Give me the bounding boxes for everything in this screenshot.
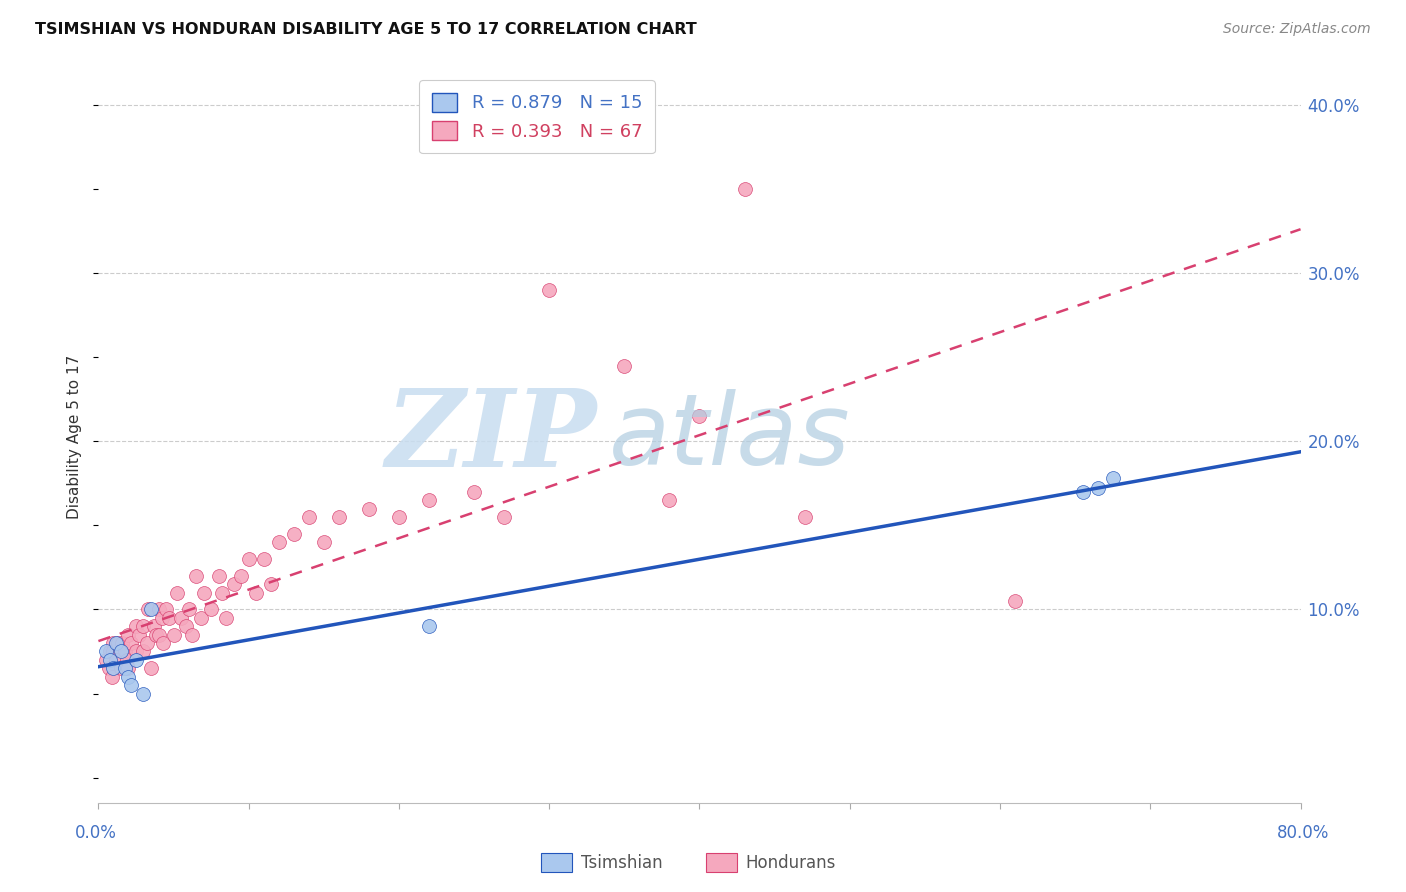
Point xyxy=(388,510,411,524)
Point xyxy=(121,636,143,650)
Point xyxy=(132,686,155,700)
Point xyxy=(283,526,305,541)
Point xyxy=(117,670,139,684)
Point xyxy=(689,409,711,423)
Point xyxy=(166,585,188,599)
Point xyxy=(312,535,335,549)
Point xyxy=(114,644,136,658)
Point xyxy=(793,510,815,524)
Point xyxy=(125,619,148,633)
Point xyxy=(117,627,139,641)
Point xyxy=(128,627,150,641)
Point xyxy=(190,611,212,625)
Point xyxy=(298,510,321,524)
Point xyxy=(111,636,134,650)
Point xyxy=(184,569,207,583)
Point xyxy=(162,627,184,641)
Text: ZIP: ZIP xyxy=(385,384,598,490)
Point xyxy=(1101,471,1123,485)
Point xyxy=(94,644,117,658)
Text: Tsimshian: Tsimshian xyxy=(581,855,662,872)
Point xyxy=(132,644,155,658)
Legend: R = 0.879   N = 15, R = 0.393   N = 67: R = 0.879 N = 15, R = 0.393 N = 67 xyxy=(419,80,655,153)
Point xyxy=(110,644,132,658)
Point xyxy=(136,602,159,616)
Point xyxy=(101,670,124,684)
Point xyxy=(245,585,267,599)
Point xyxy=(148,627,170,641)
Point xyxy=(211,585,233,599)
Point xyxy=(110,661,132,675)
Point xyxy=(170,611,193,625)
Point xyxy=(215,611,238,625)
Point xyxy=(132,619,155,633)
Point xyxy=(357,501,380,516)
Point xyxy=(114,661,136,675)
Point xyxy=(103,636,125,650)
Point xyxy=(125,653,148,667)
Point xyxy=(1071,484,1094,499)
Point xyxy=(145,627,167,641)
Text: 0.0%: 0.0% xyxy=(75,824,117,842)
Text: Hondurans: Hondurans xyxy=(745,855,835,872)
Point xyxy=(107,636,129,650)
Point xyxy=(734,182,756,196)
Point xyxy=(253,552,276,566)
Point xyxy=(200,602,222,616)
Point xyxy=(328,510,350,524)
Point xyxy=(1087,481,1109,495)
Point xyxy=(105,636,128,650)
Point xyxy=(418,493,440,508)
Point xyxy=(155,602,177,616)
Point xyxy=(100,644,122,658)
Point xyxy=(115,653,138,667)
Point xyxy=(463,484,485,499)
Point xyxy=(143,619,166,633)
Text: atlas: atlas xyxy=(609,389,851,485)
Point xyxy=(1004,594,1026,608)
Y-axis label: Disability Age 5 to 17: Disability Age 5 to 17 xyxy=(67,355,83,519)
Point xyxy=(613,359,636,373)
Point xyxy=(94,653,117,667)
Point xyxy=(125,644,148,658)
Text: Source: ZipAtlas.com: Source: ZipAtlas.com xyxy=(1223,22,1371,37)
Point xyxy=(208,569,231,583)
Point xyxy=(418,619,440,633)
Point xyxy=(103,644,125,658)
Point xyxy=(97,661,120,675)
Point xyxy=(193,585,215,599)
Point xyxy=(100,653,122,667)
Point xyxy=(121,678,143,692)
Point xyxy=(105,653,128,667)
Point xyxy=(139,661,162,675)
Point xyxy=(538,283,561,297)
Point xyxy=(174,619,197,633)
Point xyxy=(177,602,200,616)
Point xyxy=(494,510,516,524)
Point xyxy=(139,602,162,616)
Text: 80.0%: 80.0% xyxy=(1277,824,1330,842)
Point xyxy=(148,602,170,616)
Point xyxy=(117,661,139,675)
Point xyxy=(152,636,174,650)
Point xyxy=(135,636,157,650)
Point xyxy=(180,627,202,641)
Point xyxy=(658,493,681,508)
Point xyxy=(238,552,260,566)
Text: TSIMSHIAN VS HONDURAN DISABILITY AGE 5 TO 17 CORRELATION CHART: TSIMSHIAN VS HONDURAN DISABILITY AGE 5 T… xyxy=(35,22,697,37)
Point xyxy=(231,569,253,583)
Point xyxy=(260,577,283,591)
Point xyxy=(157,611,180,625)
Point xyxy=(267,535,290,549)
Point xyxy=(150,611,173,625)
Point xyxy=(103,661,125,675)
Point xyxy=(222,577,245,591)
